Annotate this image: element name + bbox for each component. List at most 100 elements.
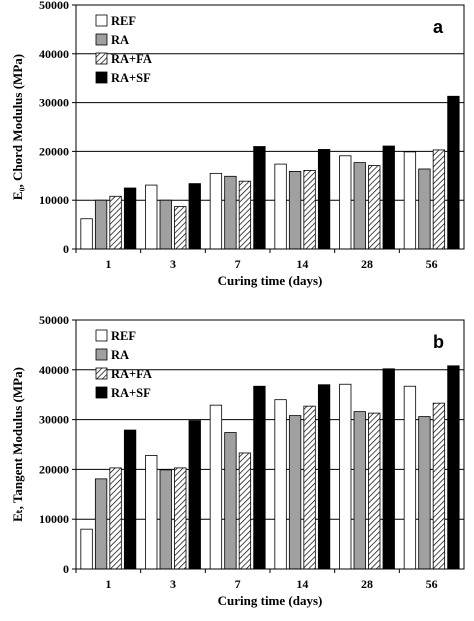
bar-ra-day-28 <box>353 162 366 250</box>
bar-ref-day-7 <box>209 404 223 570</box>
x-tick-label: 7 <box>235 577 241 591</box>
bar-ra-sf-day-3 <box>188 183 201 250</box>
legend-label-ra-sf: RA+SF <box>111 71 151 85</box>
bar-ref-day-3 <box>145 184 158 250</box>
chart-panel-a: 0 10000 20000 30000 40000 50000 1 3 7 14 28 56 REF… <box>10 0 465 288</box>
legend-swatch-ref <box>95 14 108 27</box>
legend-swatch-ra <box>95 348 108 361</box>
legend-swatch-ra-sf <box>95 386 108 399</box>
y-tick-label: 0 <box>63 562 69 576</box>
bar-ref-day-14 <box>274 399 287 570</box>
bar-ra-sf-day-7 <box>253 146 266 250</box>
legend-label-ra-sf: RA+SF <box>111 386 151 400</box>
y-tick-label: 20000 <box>39 462 69 476</box>
bar-ra-sf-day-14 <box>317 384 331 570</box>
bar-ra-day-14 <box>288 171 302 250</box>
x-tick-label: 3 <box>170 577 176 591</box>
plot-frame <box>75 319 465 570</box>
x-tick-label: 14 <box>296 577 308 591</box>
x-tick-label: 7 <box>235 257 241 271</box>
bar-ra-sf-day-56 <box>447 365 460 570</box>
bar-ref-day-28 <box>339 155 352 250</box>
x-tick-label: 3 <box>170 257 176 271</box>
bar-ref-day-28 <box>339 383 352 570</box>
bar-ra-day-3 <box>159 469 172 570</box>
bar-ra-day-7 <box>224 432 237 570</box>
x-axis-title: Curing time (days) <box>218 593 323 608</box>
bar-ref-day-56 <box>403 151 417 250</box>
legend-swatch-ra <box>95 33 108 46</box>
legend-label-ra-fa: RA+FA <box>111 52 152 66</box>
bar-ra-fa-day-7 <box>238 180 252 250</box>
y-tick-label: 40000 <box>39 47 69 61</box>
legend-label-ref: REF <box>111 14 136 28</box>
x-tick-label: 14 <box>296 257 308 271</box>
bar-ra-sf-day-14 <box>317 149 331 250</box>
gridlines <box>76 53 464 201</box>
bar-ra-sf-day-7 <box>253 385 266 570</box>
bar-ra-day-56 <box>418 168 431 250</box>
bar-ra-sf-day-3 <box>188 420 201 570</box>
bar-ra-fa-day-56 <box>432 402 446 570</box>
bar-ra-day-56 <box>418 416 431 570</box>
bar-ra-day-3 <box>159 199 172 250</box>
x-tick-label: 28 <box>361 577 373 591</box>
bar-ref-day-3 <box>145 455 158 570</box>
bar-ref-day-1 <box>80 528 93 570</box>
legend-label-ra: RA <box>111 33 129 47</box>
x-axis-title: Curing time (days) <box>218 273 323 288</box>
chart-panel-b: 0 10000 20000 30000 40000 50000 1 3 7 14 28 56 REF… <box>10 313 465 608</box>
x-tick-labels: 1 3 7 14 28 56 <box>75 249 438 271</box>
legend-label-ref: REF <box>111 329 136 343</box>
bar-ra-sf-day-1 <box>123 187 137 250</box>
x-tick-label: 56 <box>426 577 438 591</box>
y-tick-label: 30000 <box>39 413 69 427</box>
bar-ra-fa-day-28 <box>368 412 381 570</box>
legend: REF RA RA+FA RA+SF <box>95 14 152 85</box>
legend-swatch-ra-sf <box>95 71 108 84</box>
bar-ra-day-1 <box>94 478 108 570</box>
bar-ra-fa-day-14 <box>303 170 316 250</box>
bar-ra-sf-day-56 <box>447 95 460 250</box>
legend-swatch-ref <box>95 329 108 342</box>
y-tick-labels: 0 10000 20000 30000 40000 50000 <box>39 0 76 256</box>
x-tick-labels: 1 3 7 14 28 56 <box>75 569 438 591</box>
y-tick-label: 20000 <box>39 144 69 158</box>
bar-ref-day-14 <box>274 163 287 250</box>
y-axis-title: Eₜ, Tangent Modulus (MPa) <box>10 367 25 522</box>
bar-ref-day-56 <box>403 385 417 570</box>
x-tick-label: 1 <box>105 577 111 591</box>
plot-frame <box>75 4 465 250</box>
bar-ra-day-7 <box>224 175 237 250</box>
legend: REF RA RA+FA RA+SF <box>95 329 152 400</box>
gridlines <box>76 369 464 520</box>
panel-label: a <box>433 17 444 37</box>
y-tick-labels: 0 10000 20000 30000 40000 50000 <box>39 313 76 576</box>
panel-label: b <box>433 332 444 352</box>
bars <box>80 95 460 250</box>
y-tick-label: 10000 <box>39 193 69 207</box>
legend-label-ra-fa: RA+FA <box>111 367 152 381</box>
legend-swatch-ra-fa <box>95 367 108 380</box>
bar-ra-fa-day-1 <box>109 195 122 250</box>
x-tick-label: 28 <box>361 257 373 271</box>
bar-ra-sf-day-1 <box>123 429 137 570</box>
bar-ra-fa-day-3 <box>174 206 187 250</box>
bar-ra-sf-day-28 <box>382 368 395 570</box>
y-tick-label: 30000 <box>39 96 69 110</box>
bar-ra-fa-day-1 <box>109 467 122 570</box>
bar-ra-day-28 <box>353 411 366 570</box>
bar-ref-day-1 <box>80 218 93 250</box>
y-axis-title: E₀, Chord Modulus (MPa) <box>10 54 25 200</box>
y-tick-label: 50000 <box>39 0 69 12</box>
legend-label-ra: RA <box>111 348 129 362</box>
y-tick-label: 10000 <box>39 512 69 526</box>
bar-ra-fa-day-14 <box>303 405 316 570</box>
bar-ra-day-14 <box>288 415 302 570</box>
x-tick-label: 56 <box>426 257 438 271</box>
bar-ra-fa-day-7 <box>238 452 252 570</box>
y-tick-label: 50000 <box>39 313 69 327</box>
legend-swatch-ra-fa <box>95 52 108 65</box>
bar-ra-fa-day-3 <box>174 467 187 570</box>
